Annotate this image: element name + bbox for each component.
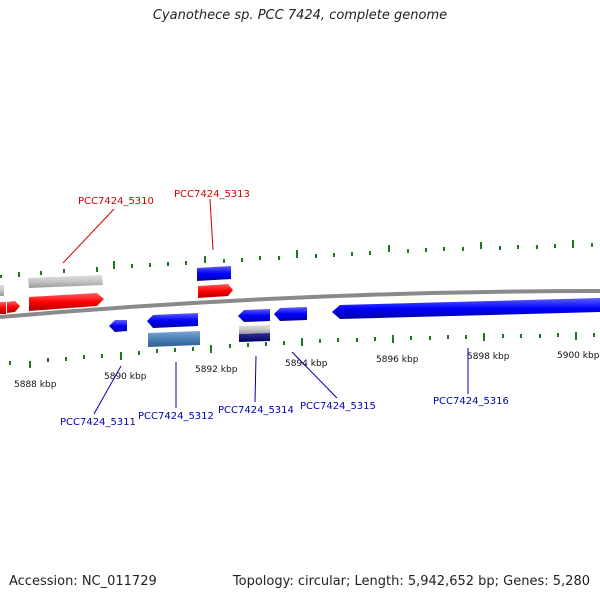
gene-label-5314[interactable]: PCC7424_5314	[218, 405, 294, 416]
tick-label-5900: 5900 kbp	[557, 351, 600, 361]
tick-label-5892: 5892 kbp	[195, 365, 238, 375]
outer-ticks	[0, 240, 593, 278]
map-title: Cyanothece sp. PCC 7424, complete genome	[152, 8, 448, 23]
tick-label-5890: 5890 kbp	[104, 372, 147, 382]
callout-lines	[62, 198, 469, 415]
gene-pcc7424-5310-red[interactable]	[29, 293, 104, 311]
gene-pcc7424-5313-blue[interactable]	[197, 266, 231, 281]
accession-text: Accession: NC_011729	[9, 574, 157, 589]
inner-ticks	[9, 332, 595, 368]
gene-pcc7424-5312-steel[interactable]	[148, 331, 200, 347]
gene-small-red-left[interactable]	[0, 302, 6, 314]
gene-pcc7424-5314-gray[interactable]	[239, 325, 270, 334]
genome-backbone	[0, 289, 600, 319]
tick-label-5888: 5888 kbp	[14, 380, 57, 390]
gene-label-5316[interactable]: PCC7424_5316	[433, 396, 509, 407]
gene-pcc7424-5310-gray[interactable]	[28, 275, 103, 288]
gene-label-5312[interactable]: PCC7424_5312	[138, 411, 214, 422]
gene-pcc7424-5316[interactable]	[332, 298, 600, 319]
gene-pcc7424-5314-blue[interactable]	[238, 309, 270, 322]
genome-stats-text: Topology: circular; Length: 5,942,652 bp…	[232, 574, 590, 589]
gene-pcc7424-5312-blue[interactable]	[147, 313, 198, 328]
gene-pcc7424-5311[interactable]	[109, 320, 127, 332]
tick-label-5896: 5896 kbp	[376, 355, 419, 365]
gene-pcc7424-5315[interactable]	[274, 307, 307, 321]
gene-label-5310[interactable]: PCC7424_5310	[78, 196, 154, 207]
gene-small-gray-left[interactable]	[0, 285, 4, 296]
gene-label-5315[interactable]: PCC7424_5315	[300, 401, 376, 412]
gene-small-red-left-2[interactable]	[7, 301, 20, 313]
gene-label-5311[interactable]: PCC7424_5311	[60, 417, 136, 428]
tick-label-5894: 5894 kbp	[285, 359, 328, 369]
gene-pcc7424-5313-red[interactable]	[198, 284, 233, 298]
gene-label-5313[interactable]: PCC7424_5313	[174, 189, 250, 200]
tick-label-5898: 5898 kbp	[467, 352, 510, 362]
gene-pcc7424-5314-navy[interactable]	[239, 333, 270, 342]
